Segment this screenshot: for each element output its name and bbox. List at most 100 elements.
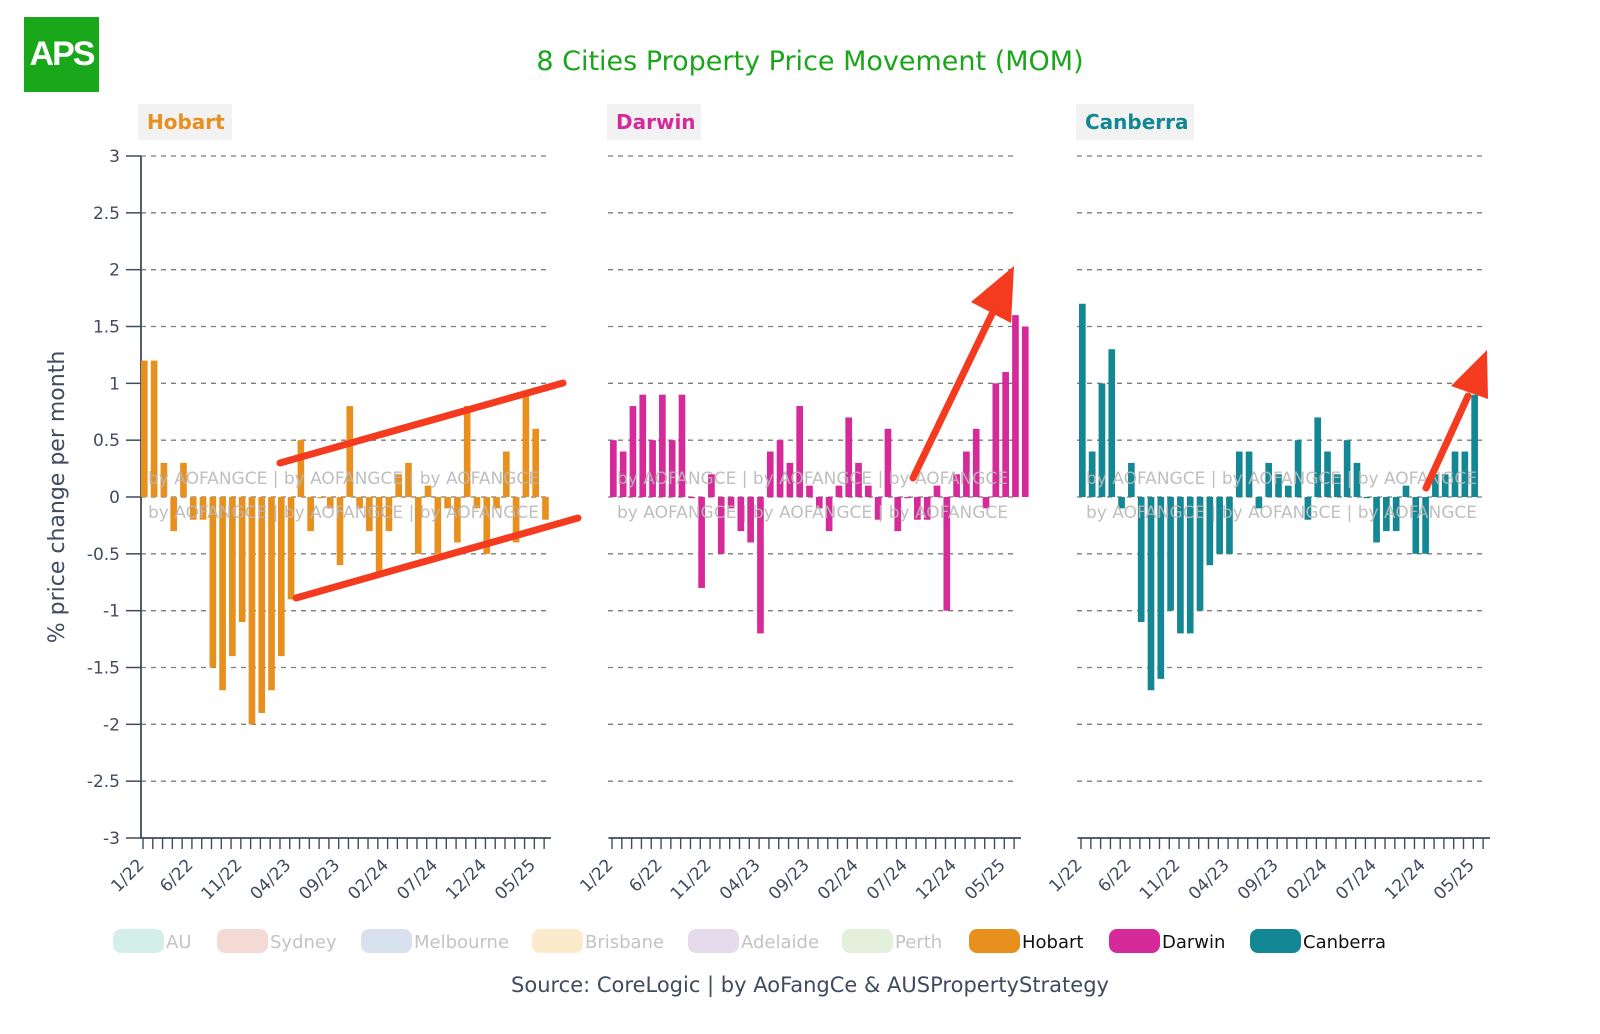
watermark-text: by AOFANGCE | by AOFANGCE | by AOFANGCE (617, 503, 1008, 523)
bar (688, 497, 696, 499)
bar (639, 394, 647, 497)
watermark-text: by AOFANGCE | by AOFANGCE | by AOFANGCE (1086, 503, 1477, 523)
legend-item-perth: Perth (842, 929, 942, 953)
legend-item-darwin: Darwin (1109, 929, 1225, 953)
watermark-text: by AOFANGCE | by AOFANGCE | by AOFANGCE (617, 469, 1008, 489)
panel-title-background (607, 104, 701, 140)
bar (1206, 497, 1214, 566)
legend-item-sydney: Sydney (217, 929, 337, 953)
legend-label: Hobart (1022, 932, 1083, 953)
logo-text: APS (29, 35, 96, 73)
legend-swatch (217, 929, 268, 953)
legend: AU Sydney Melbourne Brisbane Adelaide Perth Ho… (113, 929, 1386, 953)
bar (845, 417, 853, 497)
bar (1471, 394, 1478, 497)
legend-label: Adelaide (741, 932, 819, 953)
bar (317, 497, 324, 499)
bar (512, 497, 520, 543)
panel-title: Canberra (1085, 110, 1189, 134)
y-axis-label: % price change per month (45, 351, 70, 644)
legend-swatch (113, 929, 164, 953)
bar (1118, 497, 1125, 509)
bar (1353, 462, 1361, 497)
bar (1226, 497, 1233, 554)
bar (493, 497, 500, 509)
bar (1128, 462, 1135, 497)
bar (796, 406, 804, 497)
bar (248, 497, 256, 725)
y-axis: 3 2.5 2 1.5 1 0.5 0 -0.5 -1 -1.5 -2 -2.5 -3 (87, 147, 142, 849)
bar (943, 497, 951, 611)
bar (874, 497, 882, 520)
bar (424, 485, 432, 497)
bar (1284, 485, 1292, 497)
legend-item-brisbane: Brisbane (532, 929, 664, 953)
bar (855, 462, 862, 497)
legend-label: Melbourne (414, 932, 509, 953)
y-tick-label: 0.5 (93, 431, 120, 451)
bar (1012, 315, 1019, 497)
bar (473, 497, 481, 509)
bar (238, 497, 246, 623)
y-tick-label: -3 (103, 829, 120, 849)
canberra-trend-arrow-head (1451, 350, 1488, 399)
bar (717, 497, 725, 554)
bar (1343, 440, 1351, 497)
bar (268, 497, 275, 691)
bar (1412, 497, 1420, 554)
x-tick-label: 07/24 (1332, 855, 1381, 904)
legend-item-canberra: Canberra (1250, 929, 1386, 953)
bar (698, 497, 705, 588)
bar (1422, 497, 1429, 554)
bar (1334, 474, 1341, 497)
bar (1235, 451, 1243, 497)
bar (1147, 497, 1155, 691)
bar (395, 474, 403, 497)
bar (366, 497, 373, 532)
bar (1432, 474, 1439, 497)
bar (1137, 497, 1145, 623)
x-tick-label: 05/25 (961, 855, 1010, 904)
legend-label: Canberra (1303, 932, 1386, 953)
bar (1157, 497, 1165, 679)
bar (356, 497, 363, 509)
bar (786, 462, 794, 497)
trend-channel-lower-line (292, 514, 582, 602)
x-tick-label: 02/24 (344, 855, 393, 904)
x-tick-label: 02/24 (1283, 855, 1332, 904)
legend-swatch (842, 929, 893, 953)
bar (737, 497, 745, 532)
y-tick-label: -0.5 (87, 545, 120, 565)
annotations (276, 266, 1488, 602)
y-tick-label: 1 (109, 374, 120, 394)
bar (522, 394, 530, 497)
bar (1196, 497, 1204, 611)
bar (1216, 497, 1223, 554)
bar (326, 497, 334, 509)
bar (668, 440, 676, 497)
x-tick-label: 11/22 (667, 855, 716, 904)
bar (170, 497, 178, 532)
bar (933, 485, 941, 497)
bar (1021, 326, 1029, 497)
panel-title-background (1076, 104, 1194, 140)
bar (894, 497, 902, 532)
legend-label: AU (166, 932, 192, 953)
x-tick-label: 1/22 (107, 855, 148, 896)
watermark-text: by AOFANGCE | by AOFANGCE | by AOFANGCE (148, 503, 539, 523)
bar (1383, 497, 1390, 532)
darwin-trend-arrow-head (971, 266, 1014, 323)
x-tick-label: 09/23 (295, 855, 344, 904)
x-tick-label: 04/23 (716, 855, 765, 904)
x-tick-label: 04/23 (1185, 855, 1234, 904)
x-tick-label: 07/24 (863, 855, 912, 904)
y-tick-label: -2.5 (87, 772, 120, 792)
bar (336, 497, 344, 566)
bar (1098, 383, 1106, 497)
x-tick-label: 02/24 (814, 855, 863, 904)
bar (815, 497, 823, 509)
bar (992, 383, 1000, 497)
bar (884, 428, 892, 497)
x-tick-label: 12/24 (912, 855, 961, 904)
